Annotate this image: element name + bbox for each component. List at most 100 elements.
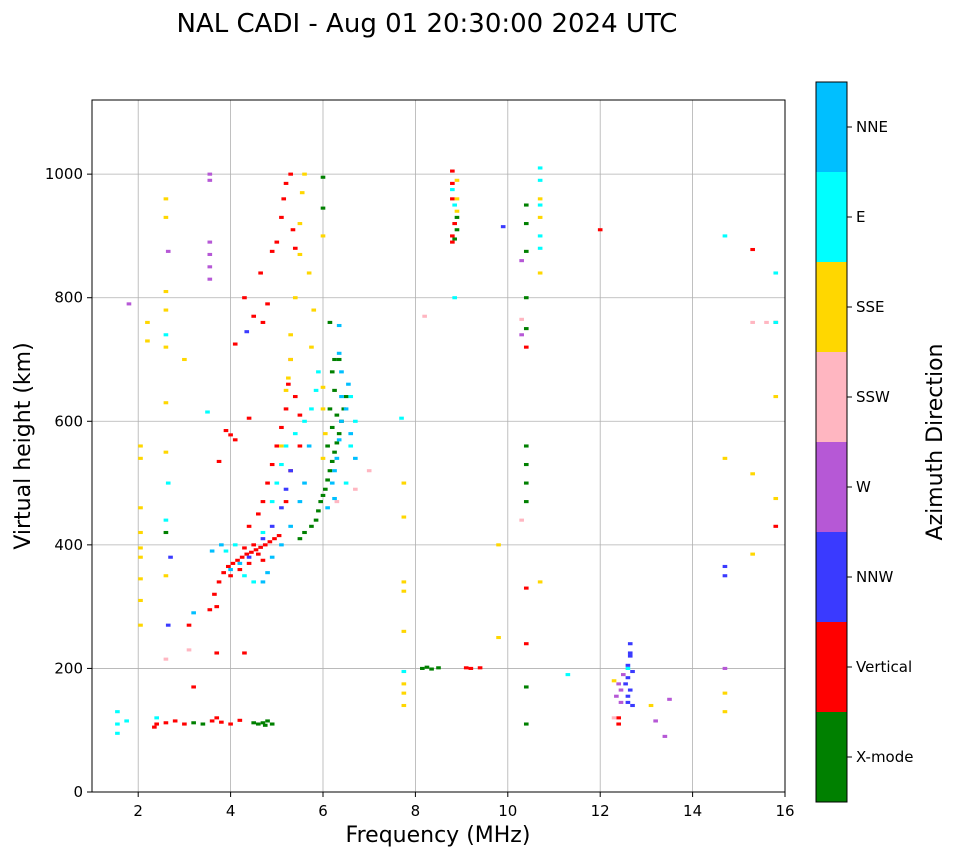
data-point-sse xyxy=(309,345,314,349)
data-point-w xyxy=(519,333,524,337)
data-point-x-mode xyxy=(332,357,337,362)
x-tick-label: 6 xyxy=(318,802,328,820)
data-point-e xyxy=(343,481,349,485)
data-point-nne xyxy=(332,496,337,501)
data-point-e xyxy=(353,419,358,423)
data-point-ssw xyxy=(519,518,524,522)
data-point-e xyxy=(165,481,171,485)
data-point-x-mode xyxy=(323,487,328,491)
data-point-nne xyxy=(209,549,215,553)
colorbar-tick-label: X-mode xyxy=(856,748,913,766)
data-point-nnw xyxy=(625,676,631,680)
x-tick-label: 4 xyxy=(226,802,236,820)
data-point-w xyxy=(662,734,668,738)
data-point-nnw xyxy=(623,682,628,686)
data-point-x-mode xyxy=(320,175,326,179)
data-point-vertical xyxy=(154,722,159,726)
data-point-x-mode xyxy=(200,722,206,726)
data-point-sse xyxy=(401,703,407,708)
data-point-x-mode xyxy=(424,665,430,669)
data-point-nne xyxy=(339,370,344,374)
data-point-nne xyxy=(260,580,266,584)
x-tick-label: 10 xyxy=(498,802,517,820)
colorbar-tick-label: W xyxy=(856,478,871,496)
data-point-vertical xyxy=(616,722,621,726)
data-point-nne xyxy=(339,395,344,399)
data-point-vertical xyxy=(267,540,273,544)
data-point-nnw xyxy=(627,688,633,692)
data-point-vertical xyxy=(477,666,483,670)
colorbar-segment xyxy=(816,172,847,262)
data-point-x-mode xyxy=(316,509,321,513)
data-point-vertical xyxy=(209,719,215,723)
data-point-nne xyxy=(288,524,293,528)
data-point-x-mode xyxy=(269,722,275,726)
data-point-vertical xyxy=(463,666,469,670)
data-point-vertical xyxy=(256,512,261,516)
colorbar-tick-label: Vertical xyxy=(856,658,912,676)
data-point-vertical xyxy=(616,716,621,720)
data-point-nnw xyxy=(625,694,631,698)
data-point-vertical xyxy=(281,197,287,201)
data-point-nne xyxy=(336,323,342,328)
data-point-w xyxy=(126,302,132,306)
data-point-vertical xyxy=(269,462,275,467)
data-point-vertical xyxy=(258,271,263,275)
data-point-nnw xyxy=(627,651,633,655)
data-point-vertical xyxy=(235,558,240,562)
data-point-e xyxy=(537,246,543,250)
data-point-sse xyxy=(138,546,143,550)
data-point-vertical xyxy=(253,548,259,552)
plot-frame xyxy=(91,99,786,793)
data-point-sse xyxy=(496,543,501,547)
data-point-vertical xyxy=(214,605,220,609)
data-point-vertical xyxy=(237,568,243,572)
data-point-w xyxy=(667,697,672,701)
data-point-vertical xyxy=(256,552,261,556)
data-point-sse xyxy=(722,691,728,695)
data-point-ssw xyxy=(519,317,524,321)
colorbar-segment xyxy=(816,442,847,532)
colorbar-segment xyxy=(816,532,847,622)
data-point-sse xyxy=(401,629,407,633)
colorbar-segment xyxy=(816,82,847,172)
y-tick-label: 0 xyxy=(73,783,83,801)
data-point-ssw xyxy=(611,716,617,720)
data-point-x-mode xyxy=(523,500,529,504)
data-point-x-mode xyxy=(318,500,323,504)
data-point-vertical xyxy=(219,720,224,724)
data-point-nne xyxy=(336,351,342,355)
colorbar-segment xyxy=(816,352,847,442)
data-point-nne xyxy=(346,382,351,386)
y-axis-ticks: 0 200 400 600 800 1000 xyxy=(45,165,92,801)
data-point-sse xyxy=(323,432,328,436)
data-point-ssw xyxy=(334,500,340,504)
data-point-vertical xyxy=(260,500,266,504)
data-point-sse xyxy=(401,515,407,519)
data-point-vertical xyxy=(172,719,178,723)
data-point-sse xyxy=(496,635,501,640)
data-point-nne xyxy=(329,481,335,485)
data-point-sse xyxy=(320,234,326,238)
data-point-vertical xyxy=(288,172,293,176)
data-point-e xyxy=(205,410,210,414)
data-point-vertical xyxy=(242,651,247,655)
data-point-nnw xyxy=(246,555,252,559)
data-point-sse xyxy=(163,197,169,201)
data-point-e xyxy=(773,271,779,275)
colorbar-tick-label: SSE xyxy=(856,298,885,316)
data-point-nne xyxy=(353,456,358,460)
data-point-vertical xyxy=(265,302,270,306)
data-point-vertical xyxy=(228,433,233,437)
data-point-sse xyxy=(138,456,143,460)
data-point-sse xyxy=(773,395,779,399)
data-point-w xyxy=(616,682,621,686)
data-point-sse xyxy=(320,407,326,411)
data-point-w xyxy=(618,700,624,704)
x-axis-ticks: 2 4 6 8 10 12 14 16 xyxy=(133,792,795,820)
data-point-x-mode xyxy=(452,237,457,241)
data-point-e xyxy=(313,388,319,392)
data-point-vertical xyxy=(773,524,779,528)
data-point-sse xyxy=(454,178,460,182)
colorbar-label: Azimuth Direction xyxy=(923,343,948,540)
